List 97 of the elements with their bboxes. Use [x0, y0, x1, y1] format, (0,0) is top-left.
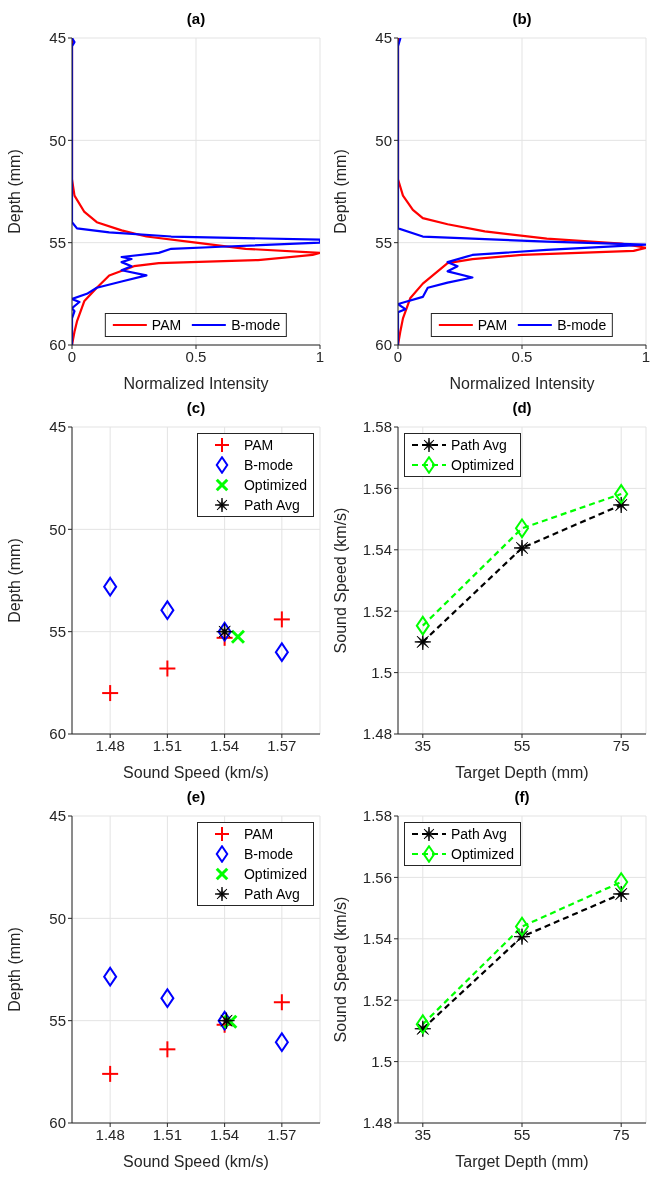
y-tick-label: 1.48 [362, 1114, 392, 1132]
x-tick-label: 1.57 [267, 736, 297, 754]
x-axis-title: Sound Speed (km/s) [123, 764, 269, 781]
chart-title: (b) [511, 9, 533, 29]
point [103, 576, 118, 597]
x-tick-label: 75 [612, 1125, 630, 1143]
x-tick-label: 35 [414, 1125, 432, 1143]
point [415, 615, 430, 636]
legend-label: Optimized [243, 866, 307, 882]
x-tick-label: 1.54 [210, 736, 240, 754]
point [513, 539, 531, 557]
y-tick-label: 55 [49, 622, 66, 640]
x-tick-label: 35 [414, 736, 432, 754]
legend-label: PAM [243, 826, 274, 842]
y-tick-label: 45 [49, 807, 66, 825]
x-axis-title: Sound Speed (km/s) [123, 1153, 269, 1170]
y-tick-label: 1.48 [362, 725, 392, 743]
x-tick-label: 55 [513, 736, 531, 754]
y-axis-title: Sound Speed (km/s) [331, 896, 349, 1043]
point [614, 872, 629, 892]
point [160, 988, 175, 1008]
legend-label: Path Avg [451, 437, 507, 453]
y-tick-label: 1.58 [362, 418, 392, 436]
y-tick-label: 45 [49, 29, 66, 47]
y-tick-label: 1.56 [362, 479, 392, 497]
legend-label: Path Avg [243, 497, 300, 513]
legend-label: B-mode [231, 317, 281, 333]
x-tick-label: 55 [513, 1125, 531, 1143]
chart-title: (d) [511, 398, 533, 418]
point [612, 496, 630, 514]
x-tick-label: 0 [393, 347, 403, 365]
y-tick-label: 45 [49, 418, 66, 436]
x-tick-label: 1 [641, 347, 651, 365]
legend-label: PAM [477, 317, 508, 333]
y-tick-label: 50 [49, 520, 66, 538]
x-axis-title: Target Depth (mm) [455, 1153, 589, 1170]
point [274, 1032, 289, 1052]
point [612, 885, 630, 903]
y-axis-title: Depth (mm) [331, 149, 349, 234]
y-tick-label: 1.5 [371, 663, 392, 681]
y-tick-label: 1.54 [362, 930, 392, 948]
y-tick-label: 50 [375, 131, 392, 149]
chart-title: (c) [185, 398, 207, 418]
y-tick-label: 1.56 [362, 868, 392, 886]
legend-label: Path Avg [243, 886, 300, 902]
y-tick-label: 60 [375, 336, 392, 354]
x-tick-label: 1.51 [152, 736, 182, 754]
y-tick-label: 60 [49, 336, 66, 354]
y-tick-label: 1.58 [362, 807, 392, 825]
x-axis-title: Target Depth (mm) [455, 764, 589, 781]
y-tick-label: 1.52 [362, 602, 392, 620]
point [415, 1014, 430, 1034]
point [414, 633, 432, 651]
chart-title: (a) [185, 9, 207, 29]
x-tick-label: 1.48 [95, 736, 125, 754]
legend-label: PAM [151, 317, 182, 333]
y-tick-label: 50 [49, 131, 66, 149]
point [274, 642, 289, 662]
x-tick-label: 0.5 [185, 347, 207, 365]
legend-label: Optimized [243, 477, 307, 493]
y-axis-title: Depth (mm) [5, 927, 23, 1012]
y-tick-label: 50 [49, 909, 66, 927]
point [160, 600, 175, 620]
legend-label: Optimized [451, 457, 515, 473]
y-tick-label: 45 [375, 29, 392, 47]
y-tick-label: 60 [49, 725, 66, 743]
x-tick-label: 1.57 [267, 1125, 297, 1143]
y-axis-title: Sound Speed (km/s) [331, 507, 349, 654]
legend-label: Optimized [451, 846, 515, 862]
y-tick-label: 55 [49, 233, 66, 251]
x-tick-label: 75 [612, 736, 630, 754]
chart-title: (f) [513, 787, 531, 807]
chart-title: (e) [185, 787, 207, 807]
y-tick-label: 55 [49, 1011, 66, 1029]
y-tick-label: 1.52 [362, 991, 392, 1009]
x-tick-label: 1 [315, 347, 325, 365]
legend-label: B-mode [243, 846, 293, 862]
point [103, 966, 118, 987]
y-axis-title: Depth (mm) [5, 538, 23, 623]
x-axis-title: Normalized Intensity [123, 375, 269, 392]
point [614, 484, 629, 504]
x-tick-label: 1.48 [95, 1125, 125, 1143]
x-tick-label: 0.5 [511, 347, 533, 365]
x-tick-label: 0 [67, 347, 77, 365]
y-axis-title: Depth (mm) [5, 149, 23, 234]
legend-label: B-mode [557, 317, 607, 333]
x-axis-title: Normalized Intensity [449, 375, 595, 392]
y-tick-label: 55 [375, 233, 392, 251]
point [513, 928, 531, 946]
y-tick-label: 1.54 [362, 541, 392, 559]
legend-label: B-mode [243, 457, 293, 473]
legend-label: Path Avg [451, 826, 507, 842]
y-tick-label: 1.5 [371, 1052, 392, 1070]
x-tick-label: 1.51 [152, 1125, 182, 1143]
x-tick-label: 1.54 [210, 1125, 240, 1143]
y-tick-label: 60 [49, 1114, 66, 1132]
legend-label: PAM [243, 437, 274, 453]
